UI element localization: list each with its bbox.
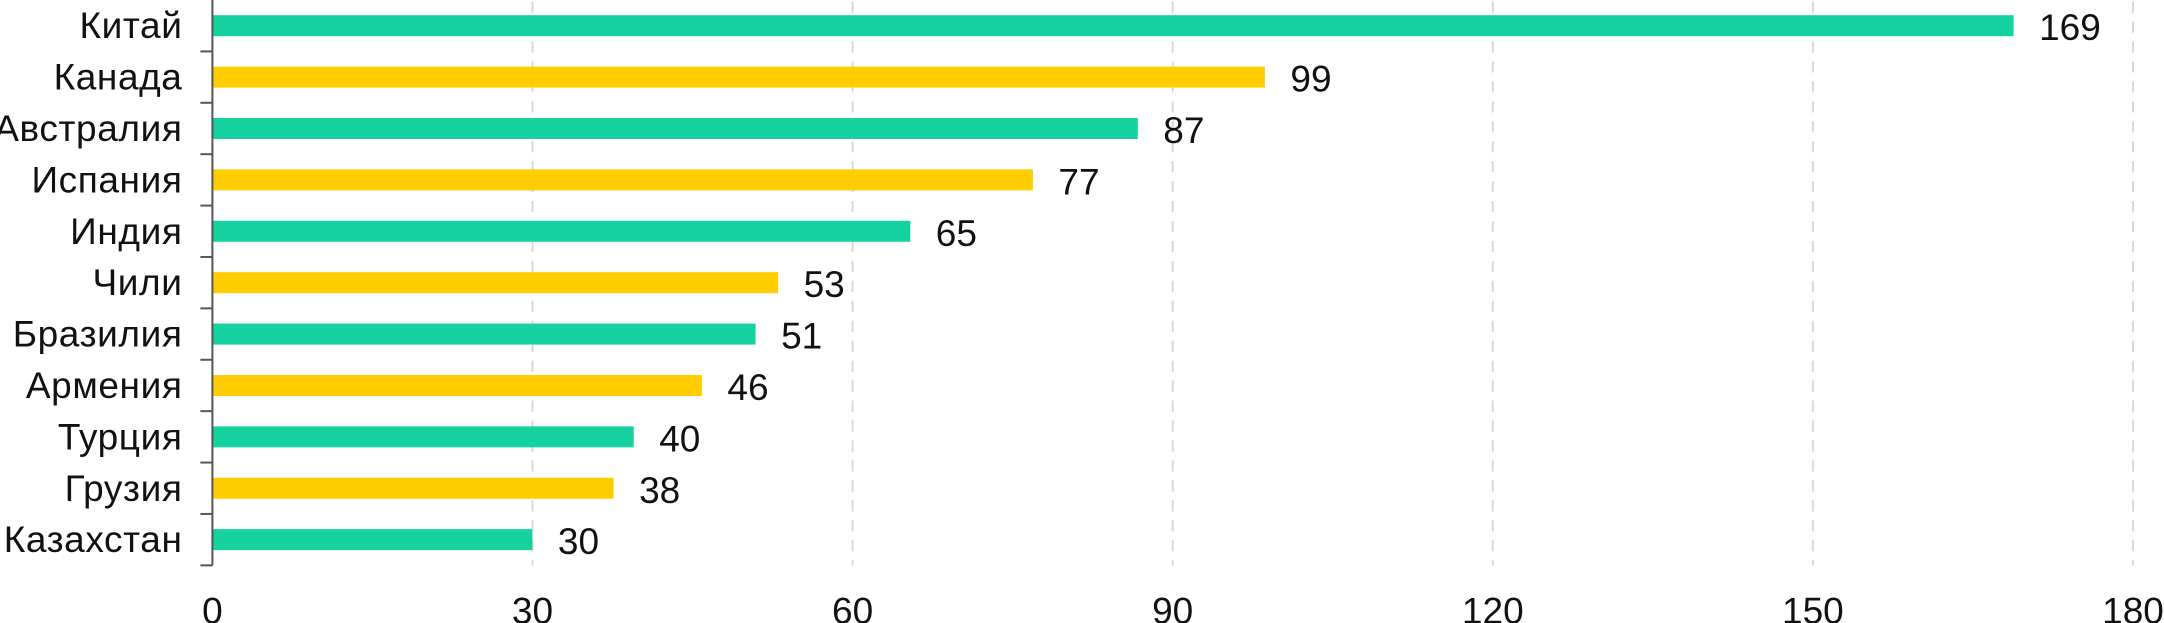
svg-text:Китай: Китай [80, 5, 183, 46]
svg-text:Бразилия: Бразилия [13, 314, 183, 355]
svg-text:Чили: Чили [93, 262, 183, 303]
svg-text:Турция: Турция [58, 416, 183, 457]
svg-text:65: 65 [936, 213, 977, 254]
svg-text:Армения: Армения [26, 365, 183, 406]
svg-text:120: 120 [1462, 591, 1524, 623]
svg-text:180: 180 [2102, 591, 2164, 623]
svg-text:150: 150 [1782, 591, 1844, 623]
svg-text:30: 30 [512, 591, 553, 623]
svg-text:Австралия: Австралия [0, 108, 183, 149]
svg-text:46: 46 [727, 367, 768, 408]
svg-text:60: 60 [832, 591, 873, 623]
svg-text:Канада: Канада [54, 57, 183, 98]
svg-text:51: 51 [781, 316, 822, 357]
svg-text:99: 99 [1290, 59, 1331, 100]
svg-text:169: 169 [2039, 7, 2101, 48]
svg-text:Испания: Испания [31, 159, 182, 200]
svg-text:53: 53 [804, 264, 845, 305]
svg-text:0: 0 [202, 591, 223, 623]
svg-text:Грузия: Грузия [65, 468, 183, 509]
svg-text:90: 90 [1152, 591, 1193, 623]
svg-text:40: 40 [659, 418, 700, 459]
svg-text:77: 77 [1058, 161, 1099, 202]
svg-text:38: 38 [639, 470, 680, 511]
svg-text:30: 30 [558, 521, 599, 562]
svg-text:87: 87 [1163, 110, 1204, 151]
svg-text:Индия: Индия [70, 211, 182, 252]
svg-text:Казахстан: Казахстан [4, 519, 183, 560]
